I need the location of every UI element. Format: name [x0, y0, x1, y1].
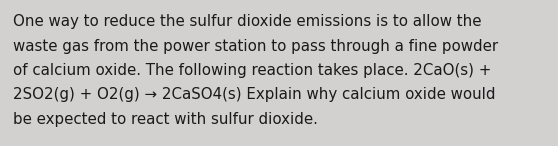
Text: of calcium oxide. The following reaction takes place. 2CaO(s) +: of calcium oxide. The following reaction…	[13, 63, 492, 78]
Text: be expected to react with sulfur dioxide.: be expected to react with sulfur dioxide…	[13, 112, 318, 127]
Text: waste gas from the power station to pass through a fine powder: waste gas from the power station to pass…	[13, 39, 498, 53]
Text: One way to reduce the sulfur dioxide emissions is to allow the: One way to reduce the sulfur dioxide emi…	[13, 14, 482, 29]
Text: 2SO2(g) + O2(g) → 2CaSO4(s) Explain why calcium oxide would: 2SO2(g) + O2(g) → 2CaSO4(s) Explain why …	[13, 87, 496, 102]
